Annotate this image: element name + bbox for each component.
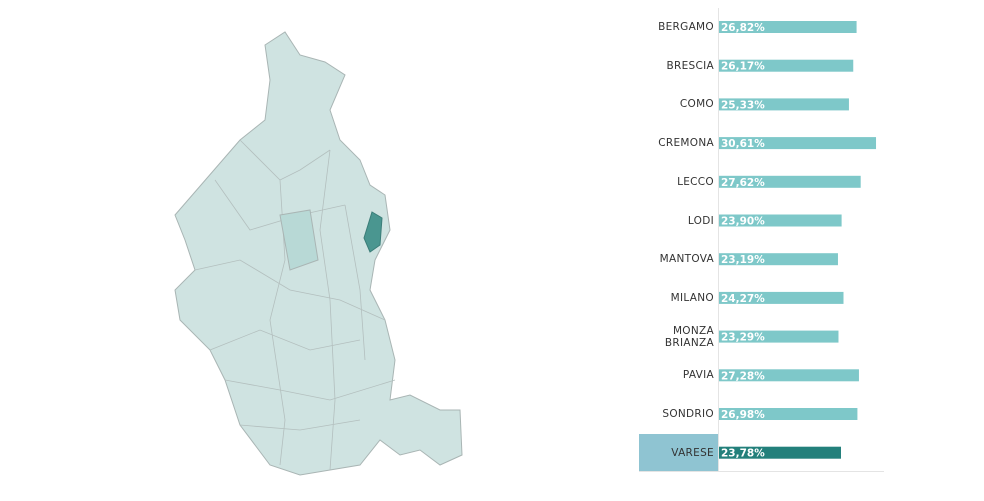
bar bbox=[719, 137, 877, 150]
bar bbox=[719, 59, 854, 72]
bar bbox=[719, 408, 858, 420]
category-label: BRESCIA bbox=[666, 59, 714, 72]
bar bbox=[719, 253, 838, 266]
bar bbox=[719, 214, 842, 227]
bar bbox=[719, 175, 861, 188]
category-label: SONDRIO bbox=[662, 408, 714, 420]
category-label: VARESE bbox=[671, 446, 714, 459]
value-label: 27,62% bbox=[721, 177, 765, 189]
category-label: COMO bbox=[679, 98, 714, 111]
value-label: 26,82% bbox=[721, 22, 765, 34]
value-label: 23,19% bbox=[721, 254, 765, 266]
bar bbox=[719, 98, 849, 111]
bar bbox=[719, 369, 859, 382]
value-label: 26,17% bbox=[721, 61, 765, 73]
map-borders bbox=[194, 139, 396, 471]
value-label: 23,90% bbox=[721, 216, 765, 228]
highlight-background bbox=[639, 434, 718, 472]
map-highlight bbox=[363, 211, 383, 253]
category-label: PAVIA bbox=[682, 369, 714, 382]
value-label: 25,33% bbox=[721, 99, 765, 111]
bar bbox=[719, 21, 857, 33]
category-label: LODI bbox=[687, 214, 714, 227]
bar bbox=[719, 446, 841, 459]
category-label: BERGAMO bbox=[658, 21, 714, 33]
value-label: 23,29% bbox=[721, 332, 765, 344]
value-label: 27,28% bbox=[721, 370, 765, 382]
value-label: 26,98% bbox=[721, 409, 765, 421]
map bbox=[174, 31, 463, 476]
category-label: MANTOVA bbox=[659, 253, 714, 266]
category-label: CREMONA bbox=[658, 137, 714, 150]
category-label: MONZA BRIANZA bbox=[664, 324, 714, 349]
value-label: 24,27% bbox=[721, 293, 765, 305]
value-label: 30,61% bbox=[721, 138, 765, 150]
value-label: 23,78% bbox=[721, 448, 765, 460]
category-label: LECCO bbox=[677, 175, 714, 188]
bar bbox=[719, 330, 839, 343]
bar bbox=[719, 291, 844, 304]
map-subregion bbox=[279, 209, 319, 271]
category-label: MILANO bbox=[670, 291, 714, 304]
map-region bbox=[174, 31, 463, 476]
